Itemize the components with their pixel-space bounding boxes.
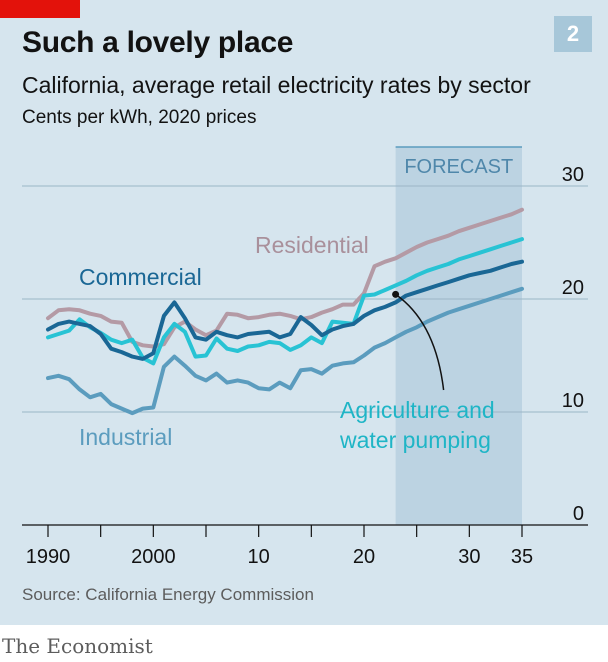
line-chart: FORECAST 0 10 20 30 1990 2000 10 20 30 35 Resident… — [22, 146, 588, 568]
y-tick-label-30: 30 — [562, 164, 584, 186]
x-tick-label-2035: 35 — [511, 546, 533, 568]
series-label-agriculture: Agriculture and water pumping — [339, 397, 495, 453]
series-line-residential — [46, 207, 524, 349]
y-tick-label-20: 20 — [562, 277, 584, 299]
series-line-agriculture — [46, 237, 524, 366]
forecast-label: FORECAST — [404, 156, 513, 178]
series-line-industrial — [46, 286, 524, 416]
chart-number-badge: 2 — [554, 16, 592, 52]
chart-subtitle: California, average retail electricity r… — [22, 72, 531, 98]
series-label-commercial: Commercial — [79, 264, 202, 290]
x-tick-label-2000: 2000 — [131, 546, 176, 568]
series-label-residential: Residential — [255, 232, 369, 258]
x-tick-label-2030: 30 — [458, 546, 480, 568]
series-line-commercial — [46, 259, 524, 361]
source-note: Source: California Energy Commission — [22, 585, 314, 604]
x-tick-label-2020: 20 — [353, 546, 375, 568]
chart-units: Cents per kWh, 2020 prices — [22, 107, 257, 128]
series-label-industrial: Industrial — [79, 424, 172, 450]
chart-title: Such a lovely place — [22, 26, 294, 59]
agriculture-leader-dot — [392, 290, 400, 298]
economist-logo: The Economist — [2, 634, 153, 658]
brand-red-bar — [0, 0, 80, 18]
forecast-band — [395, 147, 522, 525]
y-tick-label-0: 0 — [573, 503, 584, 525]
x-tick-label-2010: 10 — [248, 546, 270, 568]
y-tick-label-10: 10 — [562, 390, 584, 412]
agriculture-leader-line — [395, 293, 445, 391]
x-tick-label-1990: 1990 — [26, 546, 71, 568]
